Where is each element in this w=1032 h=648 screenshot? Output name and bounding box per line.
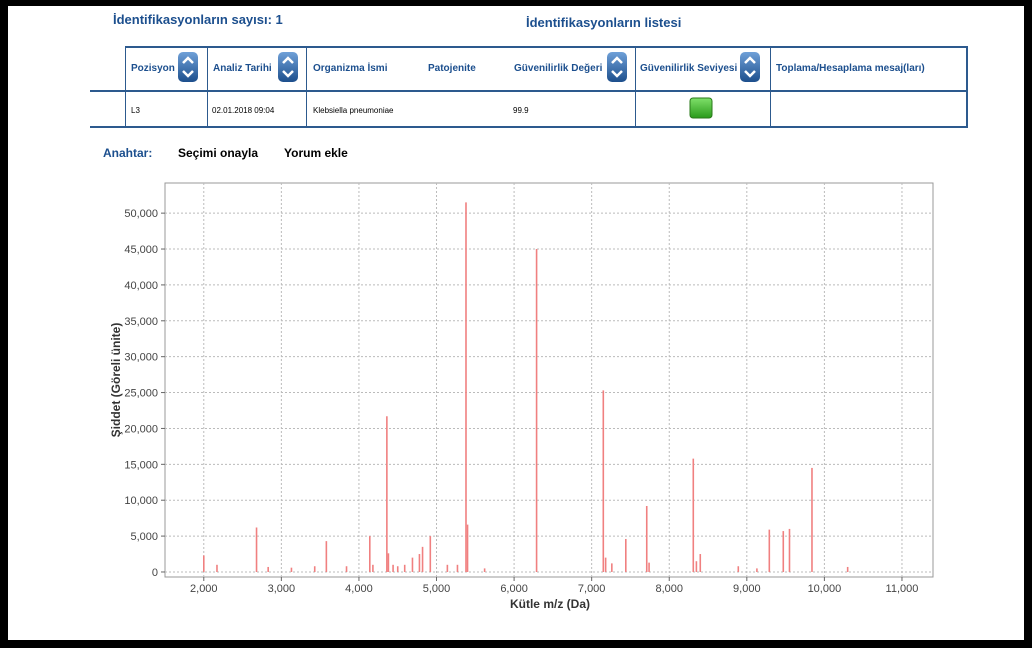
count-label: İdentifikasyonların sayısı: 1 (113, 12, 283, 27)
column-header[interactable]: Toplama/Hesaplama mesaj(ları) (776, 63, 925, 74)
x-tick-label: 8,000 (655, 583, 683, 595)
sort-button[interactable] (178, 52, 198, 82)
y-tick-label: 0 (152, 567, 158, 579)
action-button[interactable]: Seçimi onayla (178, 146, 259, 160)
y-tick-label: 25,000 (124, 388, 158, 400)
x-axis-title: Kütle m/z (Da) (510, 597, 590, 611)
y-tick-label: 35,000 (124, 316, 158, 328)
cell-date: 02.01.2018 09:04 (212, 106, 275, 115)
sort-button[interactable] (740, 52, 760, 82)
table-border (90, 90, 968, 92)
x-tick-label: 9,000 (733, 583, 761, 595)
table-border (770, 46, 771, 128)
x-tick-label: 10,000 (808, 583, 842, 595)
cell-organism: Klebsiella pneumoniae (313, 106, 394, 115)
table-border (125, 46, 126, 128)
table-border (90, 126, 968, 128)
y-axis-title: Şiddet (Göreli ünite) (109, 323, 123, 438)
key-label: Anahtar: (103, 146, 153, 160)
y-tick-label: 50,000 (124, 208, 158, 220)
x-tick-label: 6,000 (500, 583, 528, 595)
y-tick-label: 40,000 (124, 280, 158, 292)
column-header[interactable]: Pozisyon (131, 63, 175, 74)
column-header[interactable]: Güvenilirlik Seviyesi (640, 63, 738, 74)
plot-area (164, 182, 934, 578)
sort-button[interactable] (607, 52, 627, 82)
x-tick-label: 7,000 (578, 583, 606, 595)
column-header[interactable]: Güvenilirlik Değeri (514, 63, 603, 74)
y-tick-label: 20,000 (124, 423, 158, 435)
y-tick-label: 10,000 (124, 495, 158, 507)
x-tick-label: 4,000 (345, 583, 373, 595)
y-tick-label: 45,000 (124, 244, 158, 256)
table-border (207, 46, 208, 128)
y-tick-label: 15,000 (124, 459, 158, 471)
table-border (635, 46, 636, 128)
x-tick-label: 11,000 (886, 583, 919, 595)
x-tick-label: 5,000 (423, 583, 451, 595)
sort-button[interactable] (278, 52, 298, 82)
table-border (306, 46, 307, 128)
column-header[interactable]: Patojenite (428, 63, 476, 74)
x-tick-label: 3,000 (268, 583, 296, 595)
table-border (966, 46, 968, 128)
cell-confidence: 99.9 (513, 106, 529, 115)
list-title: İdentifikasyonların listesi (526, 15, 682, 30)
column-header[interactable]: Analiz Tarihi (213, 63, 272, 74)
column-header[interactable]: Organizma İsmi (313, 63, 388, 74)
y-tick-label: 5,000 (130, 531, 158, 543)
confidence-indicator (689, 97, 713, 119)
x-tick-label: 2,000 (190, 583, 218, 595)
cell-position: L3 (131, 106, 140, 115)
action-button[interactable]: Yorum ekle (284, 146, 348, 160)
table-border (125, 46, 968, 48)
y-tick-label: 30,000 (124, 352, 158, 364)
